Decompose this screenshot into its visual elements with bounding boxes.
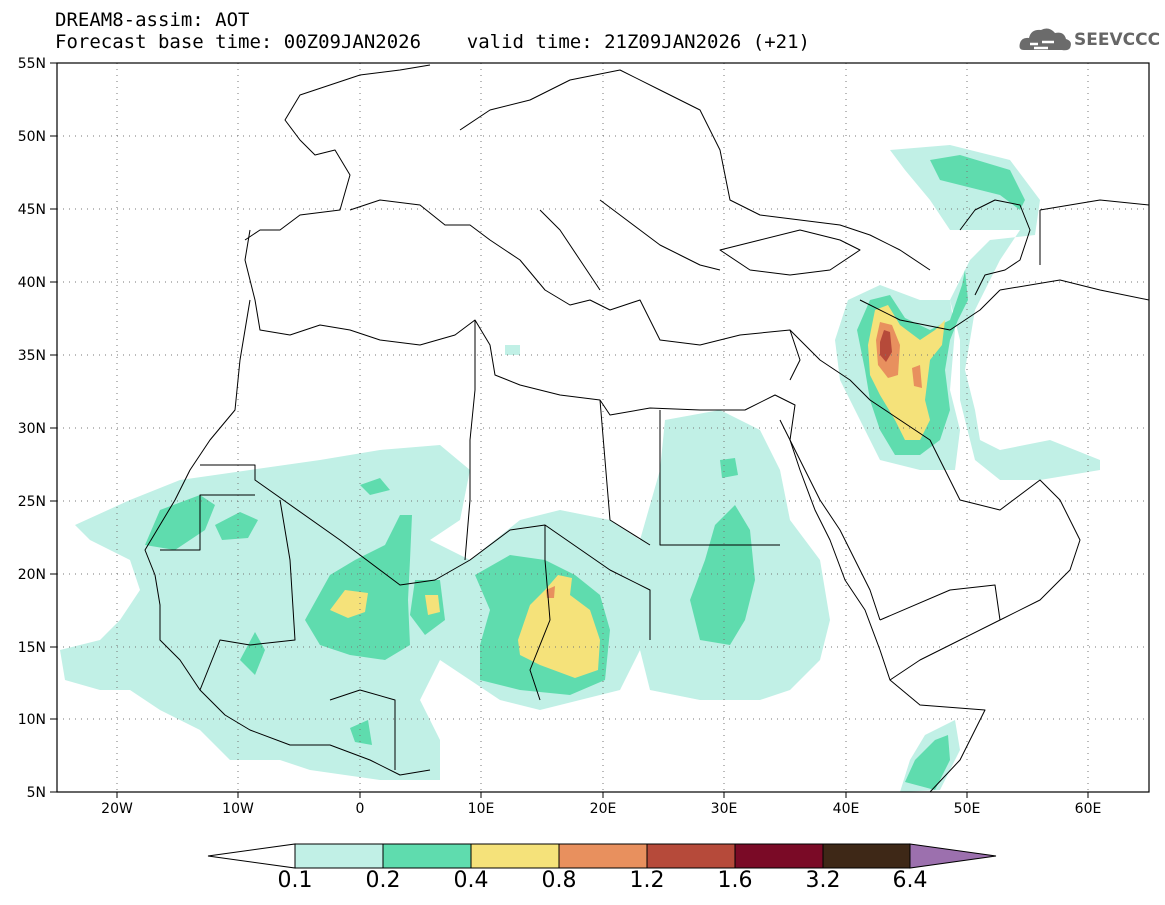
lon-label: 10E (468, 801, 495, 817)
map-title: DREAM8-assim: AOT (55, 9, 250, 31)
aot-shading (60, 145, 1100, 792)
lon-label: 50E (954, 801, 981, 817)
lat-label: 10N (18, 712, 46, 728)
colorbar-swatch (294, 843, 384, 869)
lat-label: 15N (18, 640, 46, 656)
colorbar-low-arrow (207, 843, 296, 869)
colorbar-label: 0.4 (453, 868, 489, 893)
colorbar-swatch (382, 843, 472, 869)
lon-label: 40E (833, 801, 860, 817)
seevccc-logo: SEEVCCC (1018, 22, 1161, 58)
colorbar-high-arrow (909, 843, 997, 869)
lon-label: 0 (356, 801, 365, 817)
colorbar-label: 0.8 (541, 868, 577, 893)
lat-label: 35N (18, 348, 46, 364)
forecast-time-line: Forecast base time: 00Z09JAN2026 valid t… (55, 31, 810, 53)
lon-label: 20E (590, 801, 617, 817)
colorbar-swatch (822, 843, 911, 869)
colorbar-label: 0.2 (365, 868, 401, 893)
colorbar-swatch (470, 843, 560, 869)
colorbar-swatch (734, 843, 824, 869)
lat-label: 5N (27, 785, 46, 801)
brand-text: SEEVCCC (1074, 30, 1161, 50)
colorbar-label: 3.2 (805, 868, 841, 893)
coastlines (144, 64, 1149, 792)
colorbar (207, 843, 997, 869)
longitude-labels: 20W 10W 0 10E 20E 30E 40E 50E 60E (101, 801, 1101, 817)
lon-label: 30E (711, 801, 738, 817)
lat-label: 30N (18, 421, 46, 437)
lat-label: 55N (18, 56, 46, 72)
latitude-labels: 55N 50N 45N 40N 35N 30N 25N 20N 15N 10N … (18, 56, 46, 801)
colorbar-label: 6.4 (892, 868, 928, 893)
colorbar-label: 1.2 (629, 868, 665, 893)
lat-label: 50N (18, 129, 46, 145)
colorbar-swatch (646, 843, 736, 869)
lat-label: 45N (18, 202, 46, 218)
colorbar-label: 1.6 (717, 868, 753, 893)
lat-label: 40N (18, 275, 46, 291)
aot-level-1.2 (880, 330, 892, 362)
cloud-logo-icon (1019, 28, 1071, 51)
colorbar-label: 0.1 (277, 868, 313, 893)
graticule (57, 63, 1149, 792)
lon-label: 60E (1075, 801, 1102, 817)
tick-marks (50, 62, 1089, 798)
lon-label: 10W (222, 801, 254, 817)
lat-label: 25N (18, 494, 46, 510)
lat-label: 20N (18, 567, 46, 583)
colorbar-swatch (558, 843, 648, 869)
lon-label: 20W (101, 801, 133, 817)
